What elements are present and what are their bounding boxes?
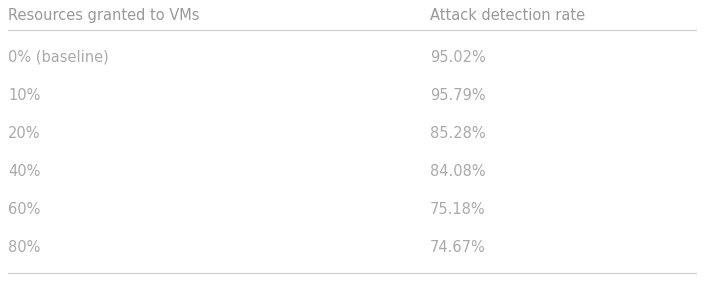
Text: 60%: 60%	[8, 202, 40, 217]
Text: Attack detection rate: Attack detection rate	[430, 8, 585, 23]
Text: 10%: 10%	[8, 88, 40, 103]
Text: 75.18%: 75.18%	[430, 202, 486, 217]
Text: 95.02%: 95.02%	[430, 50, 486, 65]
Text: 80%: 80%	[8, 240, 40, 255]
Text: 74.67%: 74.67%	[430, 240, 486, 255]
Text: 0% (baseline): 0% (baseline)	[8, 50, 108, 65]
Text: 20%: 20%	[8, 126, 41, 141]
Text: Resources granted to VMs: Resources granted to VMs	[8, 8, 199, 23]
Text: 84.08%: 84.08%	[430, 164, 486, 179]
Text: 85.28%: 85.28%	[430, 126, 486, 141]
Text: 95.79%: 95.79%	[430, 88, 486, 103]
Text: 40%: 40%	[8, 164, 40, 179]
